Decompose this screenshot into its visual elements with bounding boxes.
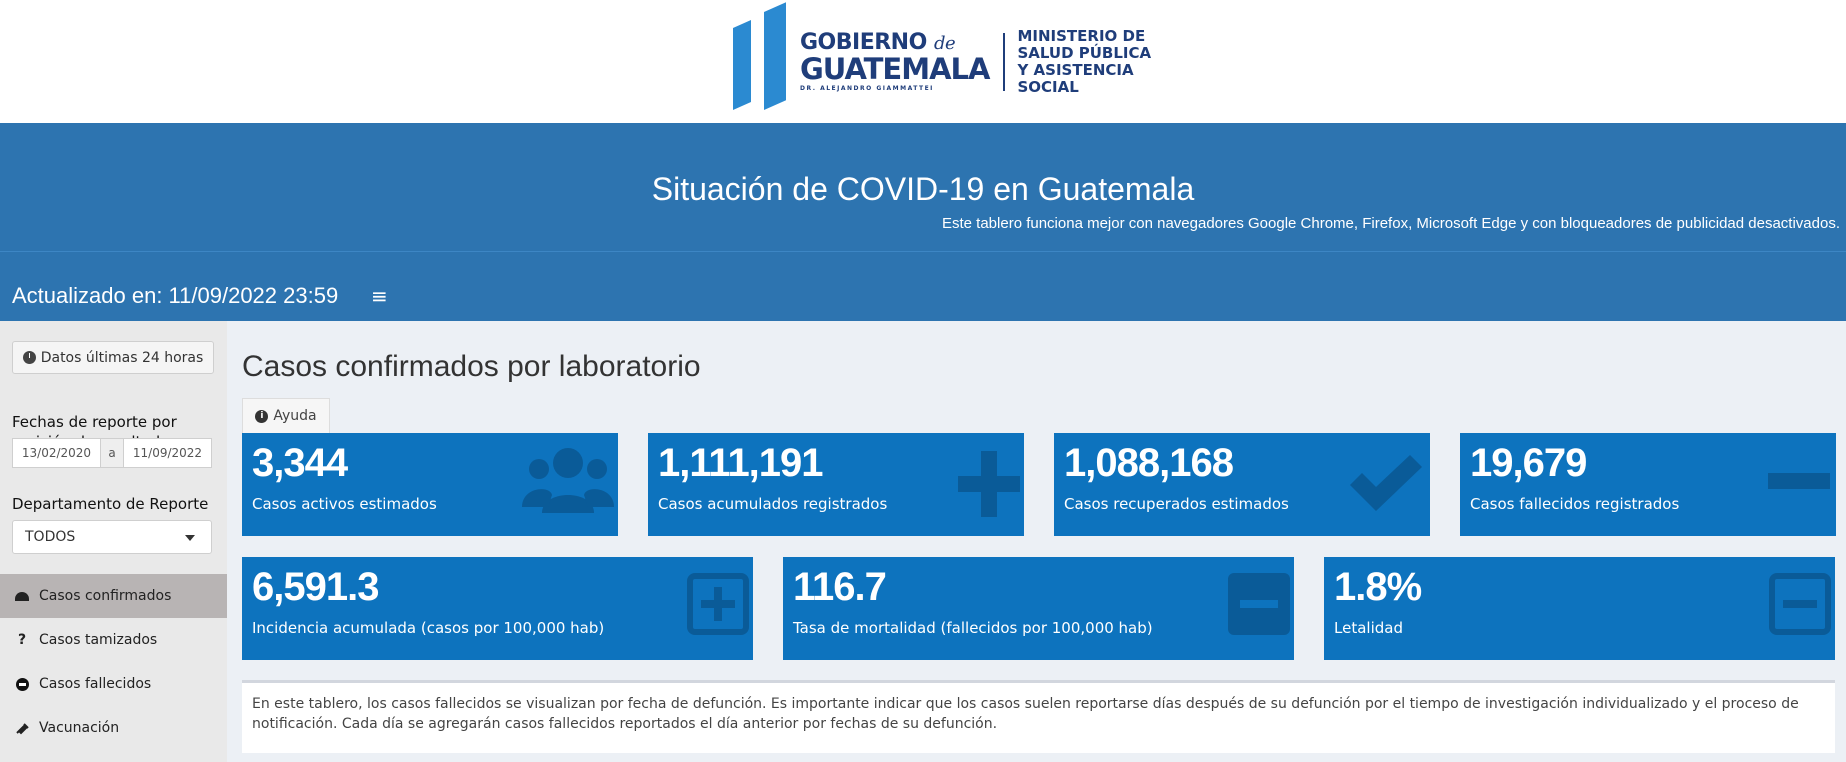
top-header: GOBIERNO de GUATEMALA DR. ALEJANDRO GIAM… xyxy=(0,0,1846,123)
gauge-icon xyxy=(14,591,30,601)
banner-divider xyxy=(0,251,1846,252)
updated-timestamp: Actualizado en: 11/09/2022 23:59 xyxy=(12,283,339,308)
kpi-value: 116.7 xyxy=(793,565,887,609)
kpi-mortality-rate: 116.7 Tasa de mortalidad (fallecidos por… xyxy=(783,557,1294,660)
kpi-value: 1,088,168 xyxy=(1064,441,1234,485)
help-label: Ayuda xyxy=(273,408,317,424)
government-logo: GOBIERNO de GUATEMALA DR. ALEJANDRO GIAM… xyxy=(730,2,1151,114)
kpi-label: Letalidad xyxy=(1334,619,1403,637)
kpi-deceased-cases: 19,679 Casos fallecidos registrados xyxy=(1460,433,1836,536)
ministry-line: SOCIAL xyxy=(1017,78,1079,96)
section-title: Casos confirmados por laboratorio xyxy=(242,350,701,383)
help-tab[interactable]: i Ayuda xyxy=(242,398,330,433)
minus-icon xyxy=(1768,473,1830,489)
kpi-value: 6,591.3 xyxy=(252,565,379,609)
minus-square-outline-icon xyxy=(1769,573,1831,635)
kpi-cumulative-cases: 1,111,191 Casos acumulados registrados xyxy=(648,433,1024,536)
sidebar-item-casos-confirmados[interactable]: Casos confirmados xyxy=(0,574,227,618)
date-separator: a xyxy=(100,439,124,467)
caret-down-icon xyxy=(185,535,195,541)
last-24h-label: Datos últimas 24 horas xyxy=(40,349,204,366)
kpi-lethality: 1.8% Letalidad xyxy=(1324,557,1835,660)
department-select[interactable]: TODOS xyxy=(12,520,212,554)
menu-toggle-icon[interactable]: ≡ xyxy=(371,284,388,308)
last-24h-button[interactable]: Datos últimas 24 horas xyxy=(12,341,214,374)
logo-guatemala: GUATEMALA xyxy=(800,52,990,86)
kpi-value: 1.8% xyxy=(1334,565,1422,609)
sidebar: Datos últimas 24 horas Fechas de reporte… xyxy=(0,321,227,762)
kpi-value: 3,344 xyxy=(252,441,348,485)
minus-circle-icon xyxy=(14,677,30,691)
kpi-active-cases: 3,344 Casos activos estimados xyxy=(242,433,618,536)
kpi-label: Incidencia acumulada (casos por 100,000 … xyxy=(252,619,605,637)
logo-bars-icon xyxy=(730,2,790,114)
kpi-recovered-cases: 1,088,168 Casos recuperados estimados xyxy=(1054,433,1430,536)
minus-square-icon xyxy=(1228,573,1290,635)
date-to-input[interactable]: 11/09/2022 xyxy=(132,446,203,460)
check-icon xyxy=(1350,455,1422,511)
users-icon xyxy=(522,448,614,513)
department-label: Departamento de Reporte xyxy=(12,495,209,513)
ministry-line: SALUD PÚBLICA xyxy=(1017,44,1152,62)
logo-president: DR. ALEJANDRO GIAMMATTEI xyxy=(800,85,934,92)
logo-de: de xyxy=(933,33,956,54)
syringe-icon xyxy=(14,721,30,735)
ministry-name: MINISTERIO DE SALUD PÚBLICA Y ASISTENCIA… xyxy=(1017,28,1151,96)
page-title: Situación de COVID-19 en Guatemala xyxy=(651,171,1195,207)
ministry-line: MINISTERIO DE xyxy=(1017,27,1146,45)
sidebar-item-vacunacion[interactable]: Vacunación xyxy=(0,706,227,750)
kpi-label: Casos activos estimados xyxy=(252,495,437,513)
ministry-line: Y ASISTENCIA xyxy=(1017,61,1134,79)
dashboard-banner: Situación de COVID-19 en Guatemala Este … xyxy=(0,123,1846,321)
plus-square-icon xyxy=(687,573,749,635)
sidebar-item-label: Casos confirmados xyxy=(39,588,172,604)
kpi-value: 19,679 xyxy=(1470,441,1587,485)
fatality-note: En este tablero, los casos fallecidos se… xyxy=(242,680,1835,753)
info-icon: i xyxy=(255,409,269,423)
sidebar-item-label: Casos tamizados xyxy=(39,632,158,648)
sidebar-item-label: Vacunación xyxy=(39,720,120,736)
logo-gobierno: GOBIERNO xyxy=(800,30,927,55)
kpi-label: Casos fallecidos registrados xyxy=(1470,495,1680,513)
logo-text: GOBIERNO de GUATEMALA DR. ALEJANDRO GIAM… xyxy=(800,30,990,93)
kpi-label: Tasa de mortalidad (fallecidos por 100,0… xyxy=(793,619,1153,637)
date-from-input[interactable]: 13/02/2020 xyxy=(21,446,92,460)
kpi-label: Casos recuperados estimados xyxy=(1064,495,1289,513)
sidebar-item-casos-fallecidos[interactable]: Casos fallecidos xyxy=(0,662,227,706)
question-icon: ? xyxy=(17,632,27,648)
kpi-label: Casos acumulados registrados xyxy=(658,495,888,513)
sidebar-item-casos-tamizados[interactable]: ? Casos tamizados xyxy=(0,618,227,662)
browser-notice: Este tablero funciona mejor con navegado… xyxy=(941,215,1840,232)
plus-icon xyxy=(958,451,1020,517)
clock-icon xyxy=(22,351,36,364)
logo-divider xyxy=(1003,33,1006,91)
sidebar-item-label: Casos fallecidos xyxy=(39,676,152,692)
date-range: 13/02/2020 a 11/09/2022 xyxy=(12,438,212,468)
kpi-incidence: 6,591.3 Incidencia acumulada (casos por … xyxy=(242,557,753,660)
department-value: TODOS xyxy=(25,529,76,545)
kpi-value: 1,111,191 xyxy=(658,441,824,485)
